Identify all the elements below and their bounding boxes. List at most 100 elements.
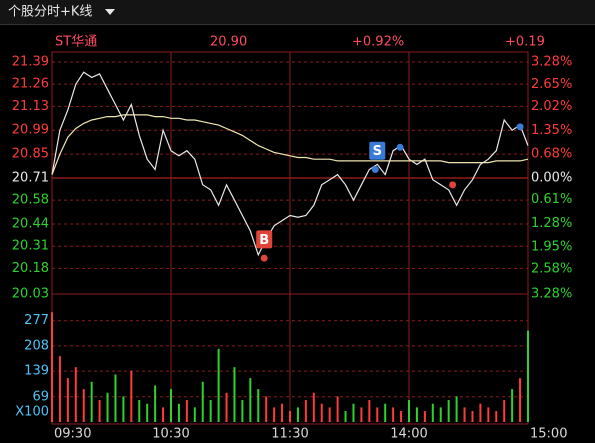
x-tick-label: 14:00 bbox=[390, 427, 427, 442]
volume-bar bbox=[177, 403, 180, 422]
y-tick-label: 20.44 bbox=[12, 217, 49, 232]
volume-bar bbox=[249, 378, 252, 422]
volume-bar bbox=[217, 348, 220, 422]
volume-bar bbox=[154, 385, 157, 422]
y-tick-label: 20.71 bbox=[12, 171, 49, 186]
average-line bbox=[51, 114, 529, 175]
volume-bar bbox=[82, 389, 85, 422]
volume-bar bbox=[423, 411, 426, 422]
y-tick-label: 20.58 bbox=[12, 193, 49, 208]
y-tick-label: 20.18 bbox=[12, 261, 49, 276]
y-tick-label: 20.03 bbox=[12, 287, 49, 302]
volume-bar bbox=[495, 411, 498, 422]
x-tick-label: 09:30 bbox=[54, 427, 91, 442]
y-tick-label: 21.39 bbox=[12, 55, 49, 70]
volume-bar bbox=[400, 411, 403, 422]
volume-bar bbox=[265, 396, 268, 422]
volume-bar bbox=[312, 392, 315, 422]
volume-bar bbox=[344, 411, 347, 422]
volume-bar bbox=[471, 411, 474, 422]
y-tick-label: 20.99 bbox=[12, 123, 49, 138]
volume-bar bbox=[225, 392, 228, 422]
volume-bar bbox=[114, 374, 117, 422]
volume-bar bbox=[431, 403, 434, 422]
toolbar-title[interactable]: 个股分时+K线 bbox=[8, 5, 92, 20]
volume-bar bbox=[257, 389, 260, 422]
volume-bar bbox=[122, 396, 125, 422]
y-tick-label: 20.85 bbox=[12, 147, 49, 162]
volume-bar bbox=[146, 403, 149, 422]
volume-bar bbox=[296, 407, 299, 422]
trade-point bbox=[449, 181, 457, 189]
volume-bar bbox=[368, 400, 371, 422]
trade-point bbox=[371, 165, 379, 173]
y-tick-label: 69 bbox=[32, 389, 49, 404]
volume-bar bbox=[138, 400, 141, 422]
volume-bar bbox=[74, 367, 77, 422]
volume-bar bbox=[273, 407, 276, 422]
volume-bar bbox=[447, 400, 450, 422]
volume-bar bbox=[487, 407, 490, 422]
y2-tick-label: 0.68% bbox=[531, 146, 572, 161]
stock-change-pct: +0.92% bbox=[352, 35, 404, 50]
y2-tick-label: 3.28% bbox=[531, 287, 572, 302]
volume-bar bbox=[463, 407, 466, 422]
trade-marker bbox=[256, 230, 273, 249]
stock-name: ST华通 bbox=[55, 35, 97, 50]
y2-tick-label: 1.35% bbox=[531, 123, 572, 138]
y-tick-label: 208 bbox=[24, 338, 49, 353]
x-tick-label: 15:00 bbox=[530, 427, 567, 442]
volume-bar bbox=[503, 400, 506, 422]
volume-bar bbox=[58, 356, 61, 422]
y2-tick-label: 0.61% bbox=[531, 192, 572, 207]
volume-bar bbox=[193, 407, 196, 422]
volume-bar bbox=[439, 407, 442, 422]
x-tick-label: 10:30 bbox=[152, 427, 189, 442]
volume-bar bbox=[106, 392, 109, 422]
volume-bar bbox=[352, 403, 355, 422]
volume-bar bbox=[51, 312, 53, 422]
volume-bar bbox=[455, 396, 458, 422]
trade-point bbox=[516, 123, 524, 131]
volume-bar bbox=[241, 400, 244, 422]
volume-bar bbox=[209, 400, 212, 422]
volume-bar bbox=[328, 407, 331, 422]
volume-bar bbox=[130, 370, 133, 422]
y2-tick-label: 1.95% bbox=[531, 239, 572, 254]
volume-bar bbox=[479, 403, 482, 422]
volume-bar bbox=[519, 378, 522, 422]
volume-bar bbox=[170, 389, 172, 422]
y2-tick-label: 2.65% bbox=[531, 77, 572, 92]
volume-bar bbox=[336, 396, 339, 422]
volume-bar bbox=[320, 403, 323, 422]
stock-change: +0.19 bbox=[505, 35, 545, 50]
volume-bar bbox=[376, 407, 379, 422]
trade-marker-label: B bbox=[259, 233, 269, 248]
trade-point bbox=[260, 254, 268, 262]
volume-bar bbox=[201, 381, 204, 422]
volume-bar bbox=[415, 407, 418, 422]
volume-bar bbox=[281, 403, 284, 422]
volume-bar bbox=[304, 400, 307, 422]
volume-bar bbox=[408, 400, 410, 422]
trade-point bbox=[396, 143, 404, 151]
y2-tick-label: 3.28% bbox=[531, 55, 572, 70]
stock-price: 20.90 bbox=[210, 35, 247, 50]
volume-bar bbox=[162, 407, 165, 422]
volume-bar bbox=[90, 381, 93, 422]
volume-bar bbox=[360, 407, 363, 422]
volume-bar bbox=[233, 367, 236, 422]
volume-bar bbox=[185, 400, 188, 422]
y-tick-label: 139 bbox=[24, 364, 49, 379]
y-tick-label: 21.26 bbox=[12, 77, 49, 92]
trade-marker bbox=[369, 141, 386, 160]
y-tick-label: 20.31 bbox=[12, 239, 49, 254]
y2-tick-label: 2.58% bbox=[531, 262, 572, 277]
volume-bar bbox=[511, 389, 514, 422]
y2-tick-label: 0.00% bbox=[531, 171, 572, 186]
y-tick-label: 277 bbox=[24, 313, 49, 328]
volume-bar bbox=[66, 378, 69, 422]
dropdown-arrow[interactable] bbox=[105, 9, 115, 15]
volume-bar bbox=[98, 400, 101, 422]
